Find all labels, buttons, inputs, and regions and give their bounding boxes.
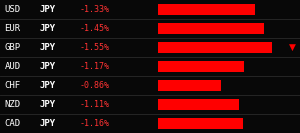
Text: NZD: NZD bbox=[4, 100, 21, 109]
Text: -1.45%: -1.45% bbox=[80, 24, 110, 33]
Text: JPY: JPY bbox=[39, 5, 55, 14]
Text: JPY: JPY bbox=[39, 62, 55, 71]
Text: CHF: CHF bbox=[4, 81, 21, 90]
Text: JPY: JPY bbox=[39, 81, 55, 90]
Text: GBP: GBP bbox=[4, 43, 21, 52]
FancyBboxPatch shape bbox=[158, 61, 244, 72]
Text: -1.11%: -1.11% bbox=[80, 100, 110, 109]
Text: JPY: JPY bbox=[39, 100, 55, 109]
Text: JPY: JPY bbox=[39, 43, 55, 52]
Text: JPY: JPY bbox=[39, 24, 55, 33]
FancyBboxPatch shape bbox=[158, 118, 243, 129]
Text: CAD: CAD bbox=[4, 119, 21, 128]
FancyBboxPatch shape bbox=[158, 4, 255, 15]
FancyBboxPatch shape bbox=[158, 42, 272, 53]
FancyBboxPatch shape bbox=[158, 23, 264, 34]
Text: -1.16%: -1.16% bbox=[80, 119, 110, 128]
Text: -1.17%: -1.17% bbox=[80, 62, 110, 71]
Text: ▼: ▼ bbox=[289, 43, 296, 52]
Text: -1.33%: -1.33% bbox=[80, 5, 110, 14]
FancyBboxPatch shape bbox=[158, 80, 221, 91]
Text: -0.86%: -0.86% bbox=[80, 81, 110, 90]
Text: -1.55%: -1.55% bbox=[80, 43, 110, 52]
FancyBboxPatch shape bbox=[158, 99, 239, 110]
Text: EUR: EUR bbox=[4, 24, 21, 33]
Text: AUD: AUD bbox=[4, 62, 21, 71]
Text: USD: USD bbox=[4, 5, 21, 14]
Text: JPY: JPY bbox=[39, 119, 55, 128]
